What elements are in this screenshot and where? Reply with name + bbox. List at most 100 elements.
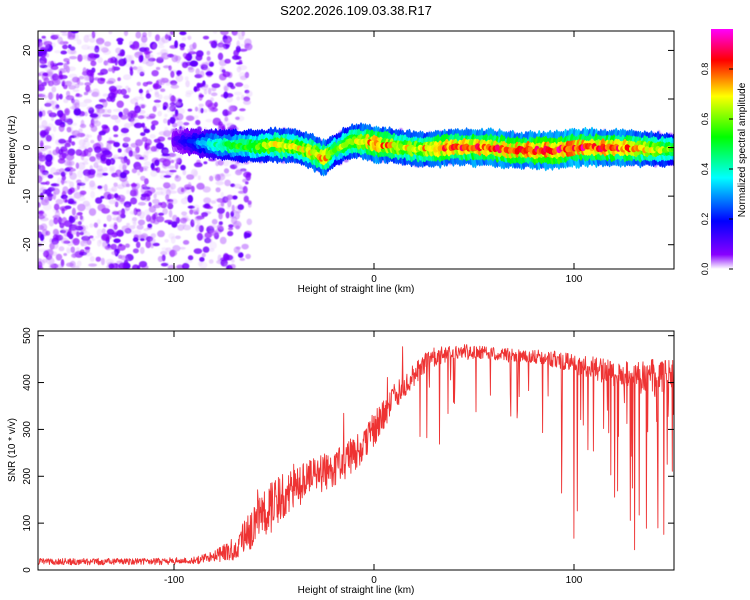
noise-cell (167, 137, 173, 140)
noise-cell (243, 99, 251, 105)
noise-cell (150, 170, 158, 177)
noise-cell (89, 165, 93, 171)
noise-cell (117, 40, 123, 45)
noise-cell (167, 119, 171, 126)
noise-cell (50, 167, 57, 175)
spectrogram-x-label: Height of straight line (km) (298, 284, 415, 295)
noise-cell (204, 232, 212, 239)
noise-cell (233, 246, 240, 254)
noise-cell (73, 108, 82, 116)
noise-cell (66, 126, 72, 133)
snr-frame (37, 330, 675, 571)
noise-cell (52, 106, 61, 111)
noise-cell (83, 252, 93, 257)
noise-cell (140, 195, 147, 201)
noise-cell (64, 170, 68, 175)
noise-cell (98, 130, 106, 136)
noise-cell (116, 260, 124, 264)
noise-cell (71, 207, 76, 216)
noise-cell (73, 221, 81, 225)
noise-cell (97, 203, 106, 212)
noise-cell (202, 35, 210, 40)
noise-cell (116, 215, 123, 223)
noise-cell (102, 100, 108, 108)
noise-cell (125, 54, 133, 63)
noise-cell (83, 137, 89, 143)
noise-cell (157, 37, 166, 46)
noise-cell (210, 230, 219, 236)
noise-cell (169, 198, 178, 205)
noise-cell (50, 115, 55, 122)
noise-cell (59, 93, 63, 100)
noise-cell (179, 246, 186, 250)
noise-cell (148, 202, 152, 207)
noise-cell (63, 253, 68, 256)
noise-cell (161, 247, 168, 251)
noise-cell (135, 166, 144, 170)
noise-cell (96, 41, 103, 46)
noise-cell (152, 198, 160, 204)
noise-cell (133, 188, 139, 197)
noise-cell (225, 211, 230, 219)
noise-cell (160, 262, 169, 267)
noise-cell (169, 116, 176, 125)
noise-cell (226, 194, 234, 200)
noise-cell (208, 224, 218, 229)
noise-cell (232, 31, 242, 36)
noise-cell (187, 35, 192, 40)
noise-cell (145, 240, 152, 249)
noise-cell (98, 46, 108, 51)
noise-cell (106, 80, 114, 85)
noise-cell (100, 154, 106, 162)
noise-cell (38, 153, 42, 159)
noise-cell (209, 107, 213, 112)
noise-cell (114, 57, 118, 66)
noise-cell (142, 32, 147, 38)
noise-cell (163, 118, 168, 124)
noise-cell (84, 231, 91, 238)
noise-cell (67, 228, 72, 237)
noise-cell (183, 186, 188, 192)
noise-cell (235, 82, 244, 87)
noise-cell (68, 73, 78, 79)
noise-cell (168, 249, 178, 257)
noise-cell (84, 246, 91, 250)
y-tick-label: -20 (22, 237, 33, 252)
noise-cell (95, 173, 104, 178)
noise-cell (104, 125, 109, 129)
noise-cell (59, 168, 65, 173)
noise-cell (69, 228, 79, 235)
noise-cell (233, 220, 242, 229)
noise-cell (38, 60, 46, 67)
spectrogram-noise-cells (38, 31, 674, 269)
noise-cell (223, 168, 230, 174)
noise-cell (139, 156, 145, 160)
noise-cell (102, 149, 111, 156)
noise-cell (68, 215, 74, 223)
noise-cell (153, 204, 161, 209)
noise-cell (107, 92, 116, 100)
noise-cell (217, 203, 225, 209)
spectrogram-ridge (171, 122, 674, 177)
noise-cell (50, 112, 56, 116)
noise-cell (84, 174, 90, 182)
noise-cell (142, 165, 149, 169)
noise-cell (58, 74, 64, 81)
noise-cell (187, 255, 194, 261)
snr-x-label: Height of straight line (km) (298, 585, 415, 596)
noise-cell (217, 207, 225, 214)
noise-cell (203, 88, 208, 95)
noise-cell (52, 234, 59, 241)
noise-cell (194, 115, 199, 119)
noise-cell (104, 41, 112, 47)
noise-cell (205, 237, 213, 244)
noise-cell (67, 32, 74, 39)
noise-cell (69, 187, 75, 194)
noise-cell (124, 141, 128, 146)
noise-cell (54, 34, 60, 38)
noise-cell (130, 60, 135, 65)
noise-cell (189, 44, 196, 50)
noise-cell (218, 225, 225, 230)
noise-cell (182, 240, 190, 245)
noise-cell (126, 222, 130, 227)
